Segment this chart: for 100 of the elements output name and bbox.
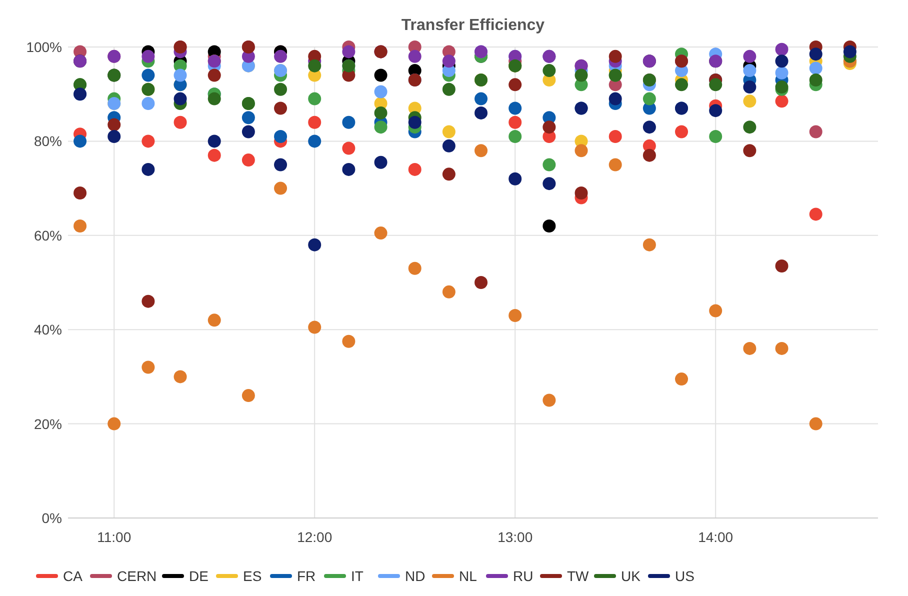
point: [574, 68, 588, 82]
point: [743, 120, 756, 134]
y-tick-label: 20%: [34, 416, 62, 432]
x-tick-label: 13:00: [498, 529, 533, 545]
point: [642, 92, 656, 106]
point: [675, 78, 688, 92]
point: [508, 78, 522, 92]
point: [508, 130, 522, 143]
chart-title: Transfer Efficiency: [401, 17, 545, 34]
legend-label: CA: [63, 568, 84, 584]
point: [775, 66, 788, 80]
point: [542, 158, 556, 172]
point: [342, 162, 356, 176]
y-tick-label: 60%: [34, 227, 62, 244]
point: [743, 64, 756, 78]
point: [208, 68, 221, 82]
point: [374, 156, 388, 169]
point: [675, 125, 688, 138]
point: [574, 144, 588, 158]
point: [608, 158, 622, 172]
point: [809, 208, 822, 221]
point: [775, 94, 788, 108]
x-tick-label: 14:00: [698, 529, 734, 545]
point: [743, 94, 756, 108]
point: [743, 50, 756, 63]
point: [574, 186, 588, 200]
point: [542, 177, 556, 190]
point: [142, 134, 155, 148]
point: [208, 148, 221, 162]
point: [274, 130, 288, 143]
point: [442, 82, 456, 96]
point: [274, 102, 288, 115]
point: [374, 226, 388, 240]
legend-label: US: [675, 568, 694, 584]
legend-label: DE: [189, 568, 208, 584]
point: [442, 285, 456, 298]
legend-label: CERN: [117, 568, 157, 584]
point: [308, 59, 322, 72]
legend-label: ND: [405, 568, 426, 584]
point: [242, 111, 255, 124]
point: [474, 276, 488, 289]
point: [775, 42, 788, 56]
legend-label: NL: [459, 568, 478, 584]
point: [408, 162, 422, 176]
point: [342, 45, 356, 58]
point: [274, 82, 288, 96]
point: [743, 144, 756, 158]
point: [474, 106, 488, 120]
point: [608, 130, 622, 143]
point: [142, 50, 155, 63]
point: [709, 104, 722, 118]
point: [308, 320, 322, 334]
point: [642, 238, 656, 252]
point: [142, 68, 155, 82]
point: [809, 417, 822, 430]
point: [809, 125, 822, 138]
point: [709, 130, 722, 143]
point: [174, 370, 187, 384]
point: [608, 92, 622, 106]
point: [442, 125, 456, 138]
x-tick-label: 12:00: [297, 529, 332, 545]
point: [542, 219, 556, 232]
point: [709, 304, 722, 318]
point: [108, 118, 121, 132]
point: [174, 68, 187, 82]
y-tick-label: 40%: [34, 322, 62, 338]
point: [474, 144, 488, 158]
point: [342, 116, 356, 129]
legend-label: RU: [513, 568, 534, 584]
point: [408, 116, 422, 129]
point: [442, 54, 456, 68]
point: [775, 260, 788, 273]
point: [142, 97, 155, 110]
point: [474, 92, 488, 106]
y-tick-label: 100%: [26, 39, 62, 55]
point: [242, 389, 255, 402]
point: [74, 219, 87, 232]
point: [342, 334, 356, 348]
point: [274, 182, 288, 195]
point: [442, 168, 456, 181]
point: [542, 120, 556, 134]
legend-label: ES: [243, 568, 262, 584]
point: [508, 116, 522, 129]
point: [809, 73, 822, 86]
point: [508, 172, 522, 186]
x-tick-label: 11:00: [97, 529, 132, 545]
point: [374, 120, 388, 134]
point: [442, 139, 456, 152]
point: [174, 116, 187, 129]
point: [642, 120, 656, 134]
legend-label: IT: [351, 568, 364, 584]
point: [274, 158, 288, 172]
point: [108, 417, 121, 430]
point: [775, 342, 788, 355]
point: [809, 48, 822, 61]
point: [508, 102, 522, 115]
point: [374, 106, 388, 120]
point: [208, 314, 221, 327]
point: [675, 372, 688, 386]
legend-label: TW: [567, 568, 590, 584]
